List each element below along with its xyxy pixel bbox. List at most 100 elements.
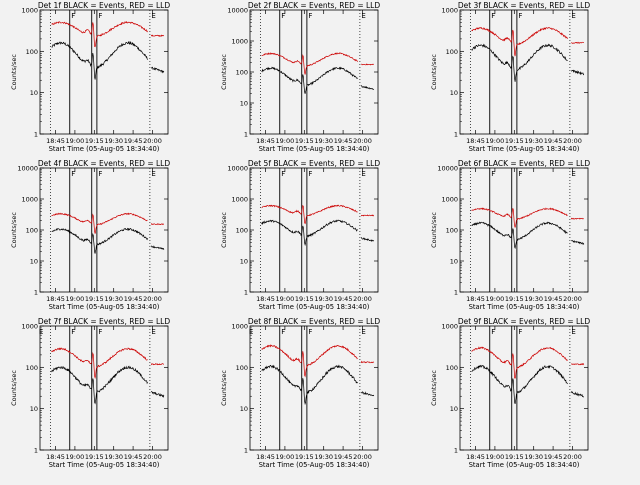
- y-tick-label: 1000: [231, 38, 248, 46]
- series-line-lld: [51, 20, 148, 48]
- series-line-events-tail: [571, 240, 585, 246]
- y-axis-label: Counts/sec: [10, 54, 18, 90]
- x-tick-label: 18:45: [466, 453, 485, 461]
- y-tick-label: 100: [236, 227, 248, 235]
- y-tick-label: 100: [26, 48, 38, 56]
- y-tick-label: 1000: [441, 196, 458, 204]
- x-tick-label: 18:45: [466, 295, 485, 303]
- y-tick-label: 1: [34, 289, 38, 297]
- plot-frame: [459, 325, 589, 451]
- y-tick-label: 1: [454, 131, 458, 139]
- series-line-events: [51, 40, 148, 80]
- y-tick-label: 1: [244, 289, 248, 297]
- series-line-events: [261, 66, 358, 94]
- panel-5: Det 5f BLACK = Events, RED = LLD 1 10 100 10…: [220, 159, 380, 311]
- series-line-lld-tail: [360, 214, 375, 217]
- x-tick-label: 19:15: [295, 137, 314, 145]
- y-tick-label: 10: [240, 258, 248, 266]
- x-axis-label: Start Time (05-Aug-05 18:34:40): [469, 145, 580, 153]
- panel-4: Det 4f BLACK = Events, RED = LLD 1 10 100 10…: [10, 159, 170, 311]
- x-tick-label: 18:45: [46, 453, 65, 461]
- event-marker-label: F: [518, 12, 522, 20]
- y-tick-label: 10: [240, 100, 248, 108]
- x-tick-label: 20:00: [353, 295, 372, 303]
- y-tick-label: 10: [30, 405, 38, 413]
- event-marker-label: F: [518, 328, 522, 336]
- series-line-events-tail: [360, 237, 375, 242]
- y-tick-label: 10000: [227, 165, 248, 173]
- x-axis-label: Start Time (05-Aug-05 18:34:40): [49, 145, 160, 153]
- x-tick-label: 19:45: [124, 137, 143, 145]
- plot-frame: [39, 9, 169, 135]
- x-tick-label: 19:30: [314, 137, 333, 145]
- y-tick-label: 100: [26, 227, 38, 235]
- series-line-events: [51, 365, 148, 405]
- x-tick-label: 20:00: [143, 453, 162, 461]
- panel-2: Det 2f BLACK = Events, RED = LLD 1 10 100 10…: [220, 1, 380, 153]
- panel-9: Det 9f BLACK = Events, RED = LLD 1 10 100 10…: [430, 317, 590, 469]
- event-marker-label: F: [71, 170, 75, 178]
- x-tick-label: 19:00: [66, 453, 85, 461]
- panel-3: Det 3f BLACK = Events, RED = LLD 1 10 100 10…: [430, 1, 590, 153]
- series-line-events-tail: [360, 391, 375, 397]
- event-marker-label: E: [361, 170, 365, 178]
- plot-frame: [249, 167, 379, 293]
- y-tick-label: 1: [244, 447, 248, 455]
- event-marker-label: F: [98, 12, 102, 20]
- x-tick-label: 19:30: [104, 295, 123, 303]
- panel-title: Det 5f BLACK = Events, RED = LLD: [248, 159, 381, 168]
- y-tick-label: 1000: [231, 323, 248, 331]
- series-line-lld: [471, 346, 568, 379]
- event-marker-label: F: [98, 328, 102, 336]
- x-tick-label: 19:30: [524, 295, 543, 303]
- y-tick-label: 100: [236, 364, 248, 372]
- y-tick-label: 10: [30, 258, 38, 266]
- series-line-events-tail: [151, 66, 165, 74]
- x-tick-label: 19:15: [85, 453, 104, 461]
- x-tick-label: 19:45: [334, 137, 353, 145]
- series-line-events: [471, 221, 568, 250]
- y-tick-label: 1000: [21, 7, 38, 15]
- series-line-lld: [471, 207, 568, 228]
- plot-frame: [249, 325, 379, 451]
- x-tick-label: 20:00: [143, 137, 162, 145]
- panel-8: Det 8f BLACK = Events, RED = LLD 1 10 100 10…: [220, 317, 380, 469]
- x-tick-label: 20:00: [353, 137, 372, 145]
- y-tick-label: 100: [446, 227, 458, 235]
- x-tick-label: 19:15: [505, 137, 524, 145]
- y-tick-label: 100: [236, 69, 248, 77]
- series-line-lld: [51, 212, 148, 234]
- series-line-events: [261, 364, 358, 406]
- y-tick-label: 10: [450, 405, 458, 413]
- series-line-lld-tail: [150, 362, 165, 366]
- x-tick-label: 20:00: [143, 295, 162, 303]
- x-tick-label: 19:15: [505, 453, 524, 461]
- y-tick-label: 1000: [21, 323, 38, 331]
- x-axis-label: Start Time (05-Aug-05 18:34:40): [49, 303, 160, 311]
- event-marker-label: E: [361, 328, 365, 336]
- event-marker-label: E: [151, 328, 155, 336]
- x-tick-label: 19:00: [276, 137, 295, 145]
- y-axis-label: Counts/sec: [220, 212, 228, 248]
- x-tick-label: 19:45: [334, 295, 353, 303]
- y-tick-label: 10: [450, 89, 458, 97]
- x-tick-label: 19:00: [486, 137, 505, 145]
- y-axis-label: Counts/sec: [430, 54, 438, 90]
- event-marker-label: F: [281, 170, 285, 178]
- series-line-lld-tail: [570, 41, 584, 44]
- x-tick-label: 18:45: [256, 295, 275, 303]
- plot-frame: [249, 9, 379, 135]
- event-marker-label: E: [571, 12, 575, 20]
- x-tick-label: 18:45: [256, 137, 275, 145]
- y-tick-label: 10: [450, 258, 458, 266]
- panel-6: Det 6f BLACK = Events, RED = LLD 1 10 100 10…: [430, 159, 590, 311]
- x-tick-label: 18:45: [46, 137, 65, 145]
- event-marker-label: E: [361, 12, 365, 20]
- y-tick-label: 1: [34, 131, 38, 139]
- series-line-events-tail: [150, 391, 165, 399]
- x-tick-label: 19:15: [505, 295, 524, 303]
- panel-title: Det 7f BLACK = Events, RED = LLD: [38, 317, 171, 326]
- x-tick-label: 19:15: [295, 295, 314, 303]
